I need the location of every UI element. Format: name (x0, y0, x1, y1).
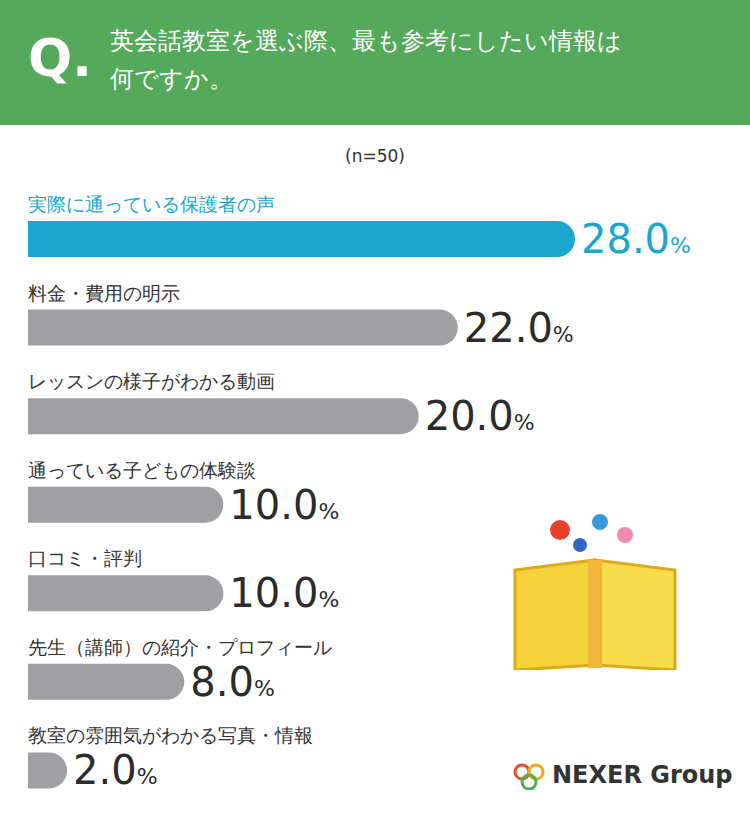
html-text:Q.: Q. (28, 28, 92, 88)
svg-text:実際に通っている保護者の声: 実際に通っている保護者の声 (28, 193, 275, 215)
svg-text:口コミ・評判: 口コミ・評判 (28, 547, 142, 569)
html-text:NEXER Group: NEXER Group (552, 761, 733, 789)
svg-text:料金・費用の明示: 料金・費用の明示 (28, 282, 180, 304)
svg-text:教室の雰囲気がわかる写真・情報: 教室の雰囲気がわかる写真・情報 (28, 724, 313, 746)
svg-text:先生（講師）の紹介・プロフィール: 先生（講師）の紹介・プロフィール (28, 636, 332, 658)
svg-text:2.0%: 2.0% (73, 747, 158, 793)
svg-text:10.0%: 10.0% (229, 570, 339, 616)
svg-text:通っている子どもの体験談: 通っている子どもの体験談 (28, 459, 256, 481)
html-text:英会話教室を選ぶ際、最も参考にしたい情報は何ですか。: 英会話教室を選ぶ際、最も参考にしたい情報は何ですか。 (110, 27, 622, 93)
svg-text:28.0%: 28.0% (581, 216, 691, 262)
svg-text:22.0%: 22.0% (464, 305, 574, 351)
svg-text:8.0%: 8.0% (190, 659, 275, 705)
svg-text:10.0%: 10.0% (229, 482, 339, 528)
svg-text:20.0%: 20.0% (425, 393, 535, 439)
svg-text:レッスンの様子がわかる動画: レッスンの様子がわかる動画 (28, 370, 275, 392)
html-text:(n=50): (n=50) (345, 146, 405, 166)
